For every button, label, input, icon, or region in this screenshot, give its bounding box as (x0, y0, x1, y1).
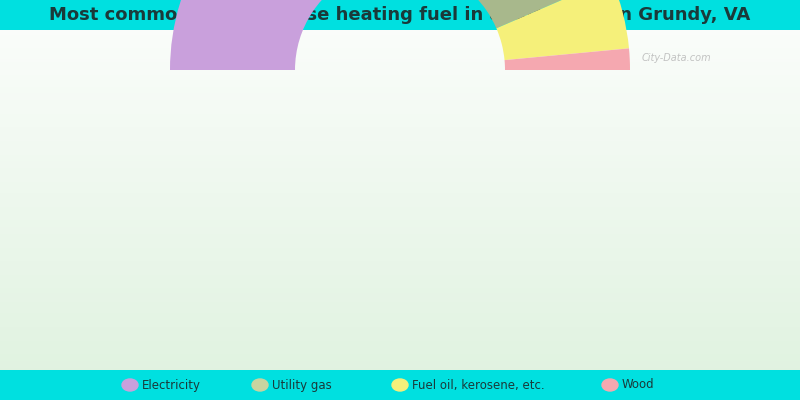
Text: Wood: Wood (622, 378, 654, 392)
Wedge shape (496, 0, 629, 60)
Text: Fuel oil, kerosene, etc.: Fuel oil, kerosene, etc. (412, 378, 545, 392)
Text: City-Data.com: City-Data.com (641, 53, 711, 63)
Ellipse shape (252, 379, 268, 391)
Ellipse shape (602, 379, 618, 391)
Wedge shape (474, 0, 611, 28)
Text: Electricity: Electricity (142, 378, 201, 392)
Text: Most commonly used house heating fuel in apartments in Grundy, VA: Most commonly used house heating fuel in… (50, 6, 750, 24)
Text: Utility gas: Utility gas (272, 378, 332, 392)
Wedge shape (170, 0, 562, 70)
Ellipse shape (122, 379, 138, 391)
Ellipse shape (392, 379, 408, 391)
Wedge shape (505, 48, 630, 70)
